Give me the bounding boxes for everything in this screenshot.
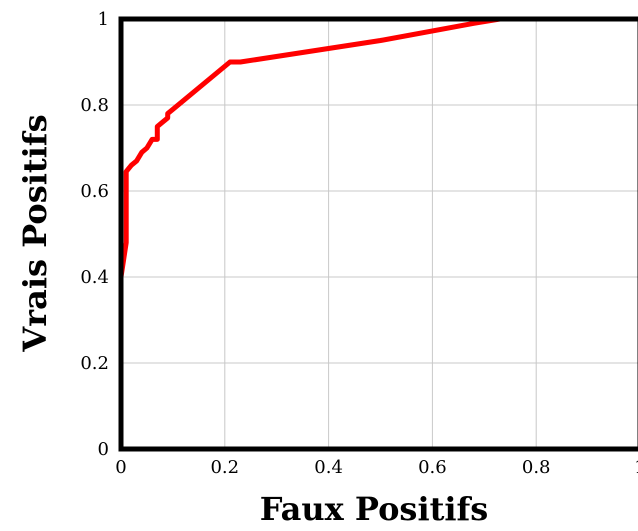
- x-axis-title: Faux Positifs: [260, 490, 489, 528]
- plot-frame: [118, 16, 638, 452]
- tick-labels: 0 0.2 0.4 0.6 0.8 1 0 0.2 0.4 0.6 0.8 1: [80, 9, 638, 478]
- y-tick-label: 1: [98, 9, 109, 30]
- x-tick-label: 0.2: [210, 457, 239, 478]
- roc-curve: [118, 16, 638, 452]
- x-tick-label: 0: [115, 457, 126, 478]
- y-axis-title: Vrais Positifs: [16, 114, 54, 352]
- plot-border: [118, 16, 638, 452]
- y-tick-label: 0.6: [80, 181, 109, 202]
- y-tick-label: 0.4: [80, 267, 109, 288]
- x-tick-label: 0.6: [418, 457, 447, 478]
- x-tick-label: 0.8: [522, 457, 551, 478]
- y-tick-label: 0.2: [80, 353, 109, 374]
- grid: [120, 18, 638, 450]
- y-tick-label: 0: [98, 439, 109, 460]
- y-tick-label: 0.8: [80, 95, 109, 116]
- series-layer: [118, 16, 638, 452]
- x-tick-label: 1: [634, 457, 638, 478]
- x-tick-label: 0.4: [314, 457, 343, 478]
